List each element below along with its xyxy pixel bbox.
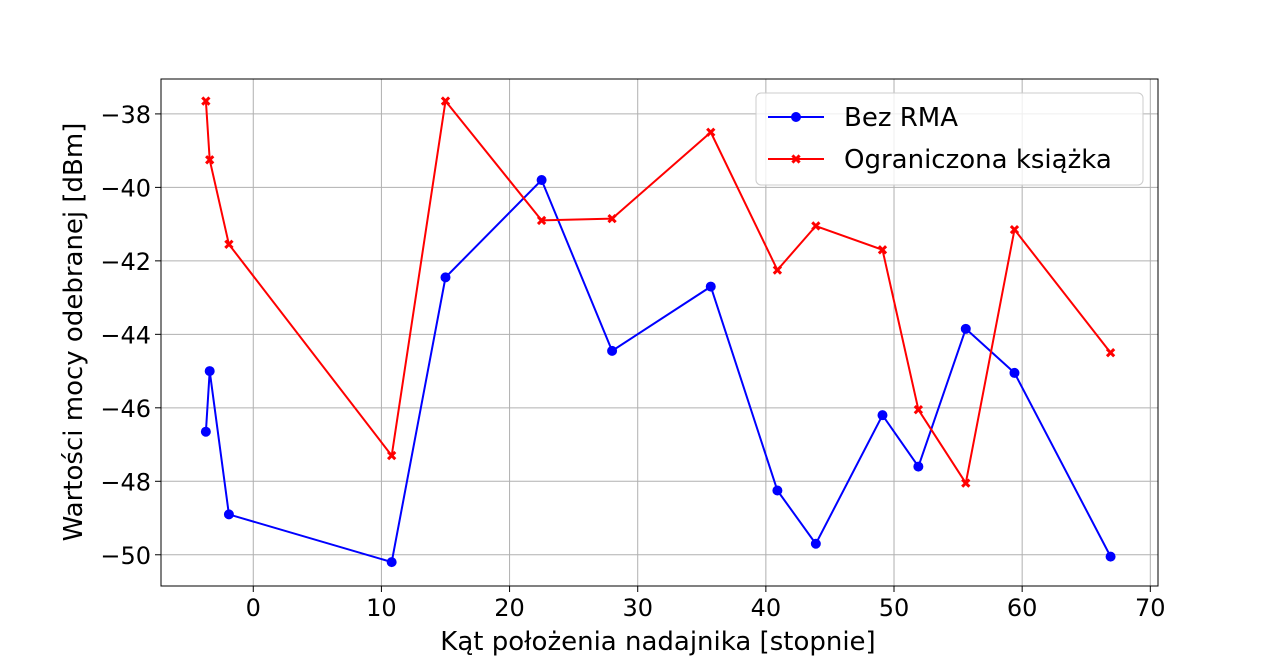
data-point — [772, 265, 783, 275]
data-point — [1105, 348, 1116, 358]
data-point — [536, 215, 547, 226]
legend-item: Bez RMA — [768, 103, 958, 133]
x-tick-label: 50 — [879, 594, 910, 622]
data-point — [607, 213, 617, 224]
legend-item: Ograniczona książka — [768, 145, 1112, 175]
data-point — [877, 410, 888, 421]
data-point — [913, 461, 924, 472]
ticks: 0 10 20 30 40 50 60 70 −50 −48 −46 −44 −42 −40 −38 — [100, 101, 1165, 622]
y-tick-label: −42 — [100, 248, 151, 276]
series-layer — [200, 96, 1116, 568]
data-point — [706, 127, 716, 137]
data-point — [200, 426, 211, 437]
data-point — [1105, 551, 1116, 562]
data-point — [705, 281, 716, 292]
y-tick-label: −46 — [100, 395, 151, 423]
y-tick-label: −40 — [100, 174, 151, 202]
legend-label: Bez RMA — [844, 103, 958, 133]
data-point — [440, 272, 451, 283]
data-point — [440, 96, 451, 106]
data-point — [960, 323, 971, 334]
data-point — [877, 245, 888, 255]
data-point — [223, 509, 234, 520]
data-point — [961, 478, 971, 488]
data-point — [913, 404, 924, 415]
x-tick-label: 40 — [751, 594, 782, 622]
x-axis-label: Kąt położenia nadajnika [stopnie] — [440, 627, 875, 657]
series-2 — [201, 96, 1116, 488]
legend-box — [755, 92, 1144, 186]
y-tick-label: −48 — [100, 468, 151, 496]
axes — [160, 78, 1159, 587]
data-point — [811, 221, 821, 231]
data-point — [386, 557, 397, 568]
series-line — [204, 178, 1112, 564]
legend-marker — [791, 112, 801, 122]
data-point — [205, 155, 215, 165]
y-tick-label: −50 — [100, 542, 151, 570]
legend-marker — [791, 154, 801, 164]
x-tick-label: 0 — [246, 594, 261, 622]
data-point — [387, 450, 397, 461]
y-tick-label: −38 — [100, 101, 151, 129]
x-tick-label: 60 — [1007, 594, 1038, 622]
data-point — [1009, 224, 1020, 235]
x-tick-label: 30 — [622, 594, 653, 622]
y-tick-label: −44 — [100, 321, 151, 349]
series-1 — [200, 175, 1116, 568]
x-tick-label: 10 — [366, 594, 397, 622]
data-point — [1009, 367, 1020, 378]
data-point — [772, 485, 783, 496]
legend: Bez RMA Ograniczona książka — [755, 92, 1144, 186]
x-tick-label: 70 — [1135, 594, 1166, 622]
data-point — [810, 538, 821, 549]
legend-label: Ograniczona książka — [844, 145, 1112, 175]
data-point — [224, 239, 234, 249]
data-point — [607, 345, 618, 356]
data-point — [536, 175, 547, 186]
x-tick-label: 20 — [494, 594, 525, 622]
data-point — [204, 366, 215, 377]
y-axis-label: Wartości mocy odebranej [dBm] — [59, 123, 89, 542]
plot-frame — [160, 78, 1159, 587]
data-point — [201, 96, 211, 106]
